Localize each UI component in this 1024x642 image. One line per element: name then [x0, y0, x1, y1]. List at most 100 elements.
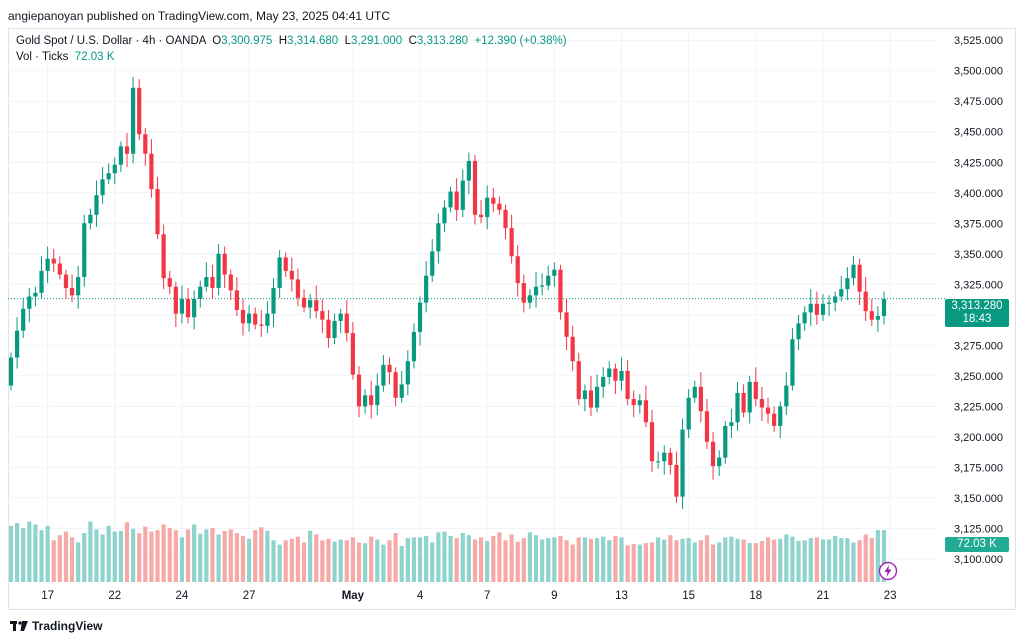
- volume-bar: [772, 539, 777, 582]
- volume-bar: [265, 530, 270, 582]
- volume-bar: [393, 533, 398, 582]
- volume-bar: [27, 521, 32, 582]
- volume-bar: [57, 535, 62, 582]
- candle-up: [460, 180, 465, 210]
- price-chart[interactable]: 3,525.000 3,500.000 3,475.000 3,450.000 3,42…: [8, 28, 1016, 610]
- volume-bar: [723, 537, 728, 582]
- candle-up: [436, 223, 441, 252]
- chart-legend: Gold Spot / U.S. Dollar · 4h · OANDA O3,…: [16, 33, 567, 65]
- volume-bar: [344, 540, 349, 582]
- volume-bar: [607, 540, 612, 582]
- volume-bar: [436, 532, 441, 582]
- volume-bar: [527, 532, 533, 582]
- volume-bar: [802, 540, 807, 582]
- candle-down: [814, 303, 819, 315]
- candle-down: [326, 319, 331, 339]
- candle-up: [619, 370, 624, 381]
- volume-bar: [100, 534, 105, 582]
- volume-bar: [417, 537, 423, 582]
- volume-bar: [399, 546, 404, 582]
- candle-up: [15, 330, 20, 358]
- candle-down: [759, 399, 765, 408]
- volume-bar: [143, 526, 148, 582]
- volume-bar: [753, 543, 758, 582]
- volume-bar: [411, 537, 417, 582]
- candle-down: [613, 368, 618, 381]
- candle-up: [717, 457, 722, 467]
- volume-bar: [692, 542, 697, 582]
- candle-up: [448, 191, 453, 208]
- volume-bar: [460, 533, 465, 582]
- candle-down: [588, 390, 594, 408]
- candle-down: [503, 209, 508, 229]
- volume-bar: [588, 538, 594, 582]
- volume-bar: [381, 544, 386, 582]
- volume-bar: [369, 536, 374, 582]
- candle-up: [88, 214, 93, 224]
- candle-up: [82, 223, 87, 277]
- volume-bar: [222, 530, 227, 582]
- x-tick-label: 24: [176, 590, 189, 602]
- volume-bar: [430, 542, 435, 582]
- volume-bar: [656, 537, 661, 582]
- x-tick-label: 15: [682, 590, 695, 602]
- candle-down: [51, 258, 56, 264]
- volume-bar: [326, 538, 331, 582]
- candle-down: [454, 191, 459, 210]
- candle-up: [845, 278, 850, 290]
- candle-down: [741, 392, 746, 413]
- volume-value: 72.03 K: [74, 51, 115, 63]
- candle-down: [253, 313, 258, 325]
- volume-bar: [88, 521, 93, 582]
- open-label: O: [212, 35, 222, 47]
- candle-up: [790, 339, 795, 386]
- lightning-icon[interactable]: [878, 561, 898, 581]
- last-volume-tag: 72.03 K: [945, 537, 1009, 552]
- y-tick-label: 3,450.000: [954, 127, 1003, 139]
- candle-down: [161, 234, 166, 279]
- candle-up: [131, 87, 136, 154]
- volume-bars: [8, 521, 887, 582]
- y-tick-label: 3,225.000: [954, 401, 1003, 413]
- volume-bar: [362, 543, 368, 582]
- volume-bar: [173, 530, 178, 582]
- volume-bar: [118, 530, 123, 582]
- volume-bar: [619, 537, 624, 582]
- candle-up: [808, 303, 813, 313]
- x-tick-label: 18: [749, 590, 762, 602]
- candle-down: [259, 324, 264, 326]
- volume-row: Vol · Ticks 72.03 K: [16, 49, 567, 65]
- tradingview-footer[interactable]: TradingView: [10, 619, 102, 633]
- candle-down: [472, 161, 478, 215]
- volume-bar: [546, 538, 551, 582]
- volume-bar: [149, 531, 154, 582]
- volume-bar: [478, 537, 484, 582]
- x-tick-label: 7: [484, 590, 490, 602]
- candle-up: [100, 179, 105, 196]
- candle-down: [301, 297, 307, 308]
- volume-bar: [826, 539, 832, 582]
- candle-up: [246, 313, 252, 324]
- open-value: 3,300.975: [221, 35, 273, 47]
- volume-bar: [289, 538, 294, 582]
- volume-bar: [869, 538, 874, 582]
- volume-bar: [674, 540, 679, 582]
- candle-up: [723, 425, 728, 458]
- candle-up: [881, 298, 887, 317]
- x-tick-label: 27: [243, 590, 256, 602]
- volume-bar: [735, 538, 740, 582]
- volume-bar: [295, 536, 301, 582]
- candle-down: [155, 189, 160, 235]
- volume-bar: [601, 536, 606, 582]
- volume-bar: [503, 540, 508, 582]
- volume-bar: [710, 544, 716, 582]
- candle-up: [411, 331, 417, 362]
- candle-down: [344, 313, 349, 334]
- candle-down: [289, 270, 294, 280]
- volume-bar: [533, 535, 539, 582]
- candle-up: [778, 406, 783, 426]
- candle-up: [735, 392, 740, 423]
- volume-bar: [594, 538, 600, 582]
- volume-bar: [729, 536, 734, 582]
- volume-bar: [253, 530, 258, 582]
